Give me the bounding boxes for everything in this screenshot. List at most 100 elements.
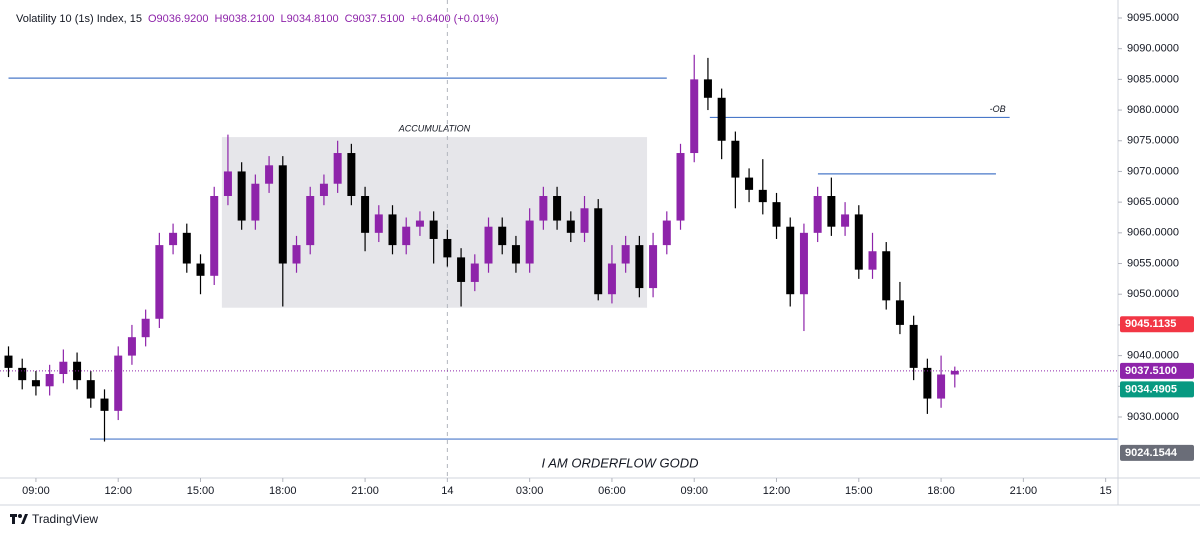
x-tick-label: 12:00 (104, 485, 132, 497)
candle-body (539, 196, 548, 221)
price-tag-label: 9034.4905 (1125, 383, 1177, 395)
price-tag-label: 9045.1135 (1125, 318, 1176, 330)
candle-body (484, 226, 493, 264)
price-tag (1120, 362, 1194, 379)
price-tag-label: 9037.5100 (1125, 365, 1177, 377)
candle-body (909, 324, 918, 368)
candle-body (278, 165, 287, 264)
candle-body (525, 220, 534, 264)
candle-body (745, 177, 754, 190)
candle-body (662, 220, 671, 246)
caption: I AM ORDERFLOW GODD (542, 455, 699, 470)
candle-body (292, 245, 301, 264)
candle-body (402, 226, 411, 246)
candle-body (100, 398, 109, 411)
candle-body (361, 196, 370, 233)
candle-body (443, 238, 452, 258)
x-tick-label: 21:00 (1010, 485, 1038, 497)
x-tick-label: 09:00 (22, 485, 50, 497)
candle-body (251, 183, 260, 221)
candle-body (18, 367, 27, 381)
candle-body (635, 245, 644, 289)
candle-body (127, 337, 136, 356)
candle-body (731, 140, 740, 178)
y-tick-label: 9060.0000 (1127, 227, 1179, 239)
y-tick-label: 9050.0000 (1127, 288, 1179, 300)
price-tag (1120, 381, 1194, 398)
candle-body (923, 367, 932, 399)
x-tick-label: 18:00 (269, 485, 297, 497)
candle-body (649, 245, 658, 289)
candle-body (758, 189, 767, 203)
candle-body (786, 226, 795, 295)
candle-body (854, 214, 863, 270)
candle-body (799, 232, 808, 295)
x-tick-label: 03:00 (516, 485, 544, 497)
candle-body (566, 220, 575, 233)
candle-body (607, 263, 616, 295)
close-value: C9037.5100 (344, 13, 405, 25)
candle-body (511, 245, 520, 264)
x-tick-label: 09:00 (680, 485, 708, 497)
candle-body (237, 171, 246, 221)
candle-body (703, 79, 712, 98)
high-value: H9038.2100 (214, 13, 275, 25)
y-tick-label: 9055.0000 (1127, 257, 1179, 269)
candle-body (347, 153, 356, 197)
candle-body (580, 208, 589, 233)
candle-body (169, 232, 178, 246)
plot: ACCUMULATION -OB (0, 0, 1118, 478)
candle-body (141, 318, 150, 338)
x-tick-label: 18:00 (927, 485, 955, 497)
candle-body (895, 300, 904, 325)
candle-body (306, 196, 315, 246)
candle-body (415, 220, 424, 227)
low-value: L9034.8100 (280, 13, 339, 25)
candle-body (950, 370, 959, 375)
y-tick-label: 9030.0000 (1127, 411, 1179, 423)
candle-body (114, 355, 123, 411)
brand-logo (10, 514, 28, 524)
symbol: Volatility 10 (1s) Index, 15 (16, 13, 142, 25)
x-tick-label: 21:00 (351, 485, 379, 497)
candle-body (182, 232, 191, 264)
candle-body (4, 355, 13, 368)
candle-body (841, 214, 850, 227)
candle-body (676, 153, 685, 221)
candle-body (210, 196, 219, 276)
candle-body (937, 374, 946, 399)
header: Volatility 10 (1s) Index, 15 O9036.9200 … (16, 13, 499, 25)
candle-body (553, 196, 562, 221)
candle-body (621, 245, 630, 264)
price-tag-label: 9024.1544 (1125, 447, 1178, 459)
price-tag (1120, 444, 1194, 461)
y-tick-label: 9065.0000 (1127, 196, 1179, 208)
x-tick-label: 15:00 (845, 485, 873, 497)
candle-body (223, 171, 232, 197)
brand: TradingView (32, 512, 98, 526)
candle-body (319, 183, 328, 197)
candle-body (594, 208, 603, 295)
y-tick-label: 9085.0000 (1127, 73, 1179, 85)
change-value: +0.6400 (+0.01%) (410, 13, 499, 25)
y-tick-label: 9080.0000 (1127, 104, 1179, 116)
candle-body (813, 196, 822, 233)
candle-body (333, 153, 342, 184)
candle-body (772, 202, 781, 227)
x-tick-label: 06:00 (598, 485, 626, 497)
candle-body (868, 251, 877, 270)
candle-body (374, 214, 383, 233)
candle-body (498, 226, 507, 246)
candle-body (86, 380, 95, 399)
candle-body (882, 251, 891, 301)
candle-body (31, 380, 40, 387)
candle-body (155, 245, 164, 319)
candle-body (827, 196, 836, 227)
x-tick-label: 14 (441, 485, 453, 497)
open-value: O9036.9200 (147, 13, 209, 25)
candle-body (470, 263, 479, 282)
candle-body (196, 263, 205, 276)
y-tick-label: 9090.0000 (1127, 43, 1179, 55)
